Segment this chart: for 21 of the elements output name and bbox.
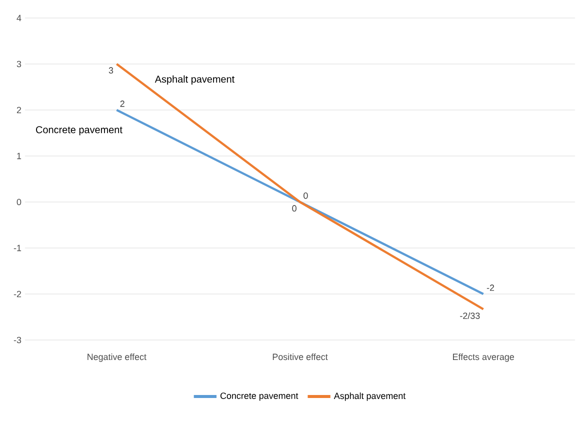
data-label: 0	[292, 205, 296, 212]
y-tick-label: -3	[14, 336, 22, 344]
y-tick-label: -2	[14, 290, 22, 298]
x-tick-label: Positive effect	[272, 353, 328, 360]
y-tick-label: 4	[16, 14, 22, 22]
annotation: Concrete pavement	[36, 126, 122, 136]
x-tick-label: Effects average	[453, 353, 514, 362]
y-tick-label: 1	[17, 152, 22, 160]
y-tick-label: 2	[16, 106, 22, 114]
data-label: 0	[304, 192, 308, 199]
y-tick-label: -1	[14, 244, 22, 252]
x-tick-label: Negative effect	[88, 353, 146, 362]
y-tick-label: 3	[16, 60, 22, 68]
y-tick-label: 0	[16, 198, 22, 206]
annotation: Asphalt pavement	[154, 75, 235, 85]
legend-label: Asphalt pavement	[334, 392, 406, 401]
data-label: 3	[108, 67, 114, 74]
data-label: -2	[486, 284, 494, 291]
data-label: 2	[120, 100, 124, 107]
legend-label: Concrete pavement	[220, 392, 298, 401]
data-label: -2/33	[460, 312, 480, 319]
